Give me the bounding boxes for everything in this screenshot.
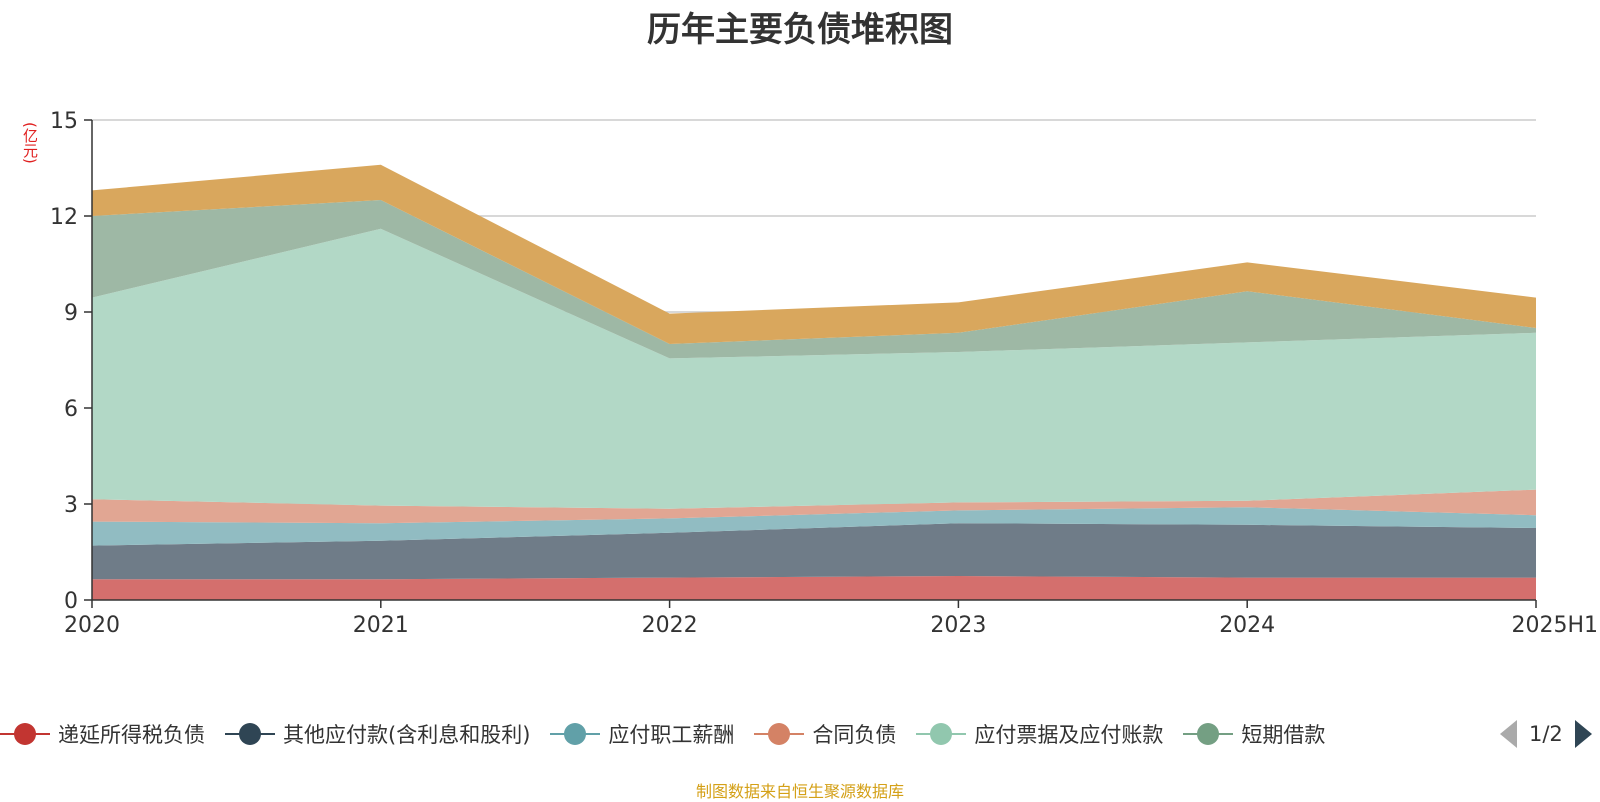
- legend-pager: 1/2: [1500, 716, 1592, 752]
- next-page-icon[interactable]: [1574, 720, 1592, 748]
- page-indicator: 1/2: [1529, 722, 1563, 746]
- legend-marker-icon: [916, 721, 967, 747]
- legend-marker-icon: [225, 721, 275, 747]
- chart-title: 历年主要负债堆积图: [647, 10, 953, 50]
- y-tick-label: 0: [64, 589, 78, 614]
- y-tick-label: 9: [64, 301, 78, 326]
- legend-item[interactable]: 合同负债: [754, 719, 896, 749]
- x-tick-label: 2021: [353, 613, 409, 638]
- legend-marker-icon: [1183, 721, 1234, 747]
- axes: 0 3 6 9 12 15 2020 2021 2022 2023 2024 2025H1: [50, 109, 1598, 638]
- x-tick-label: 2020: [64, 613, 120, 638]
- y-tick-label: 15: [50, 109, 78, 134]
- legend-label: 应付职工薪酬: [608, 723, 735, 747]
- y-tick-label: 3: [64, 493, 78, 518]
- x-tick-label: 2022: [642, 613, 698, 638]
- prev-page-icon[interactable]: [1500, 720, 1517, 748]
- y-tick-label: 6: [64, 397, 78, 422]
- y-tick-label: 12: [50, 205, 78, 230]
- legend-item[interactable]: 应付职工薪酬: [550, 719, 734, 749]
- legend-marker-icon: [754, 721, 805, 747]
- legend-label: 其他应付款(含利息和股利): [283, 723, 531, 747]
- legend-label: 短期借款: [1241, 723, 1326, 747]
- legend-marker-icon: [550, 721, 601, 747]
- x-tick-label: 2024: [1219, 613, 1275, 638]
- legend-label: 应付票据及应付账款: [974, 723, 1164, 747]
- legend-item[interactable]: 应付票据及应付账款: [916, 719, 1163, 749]
- legend-item[interactable]: 递延所得税负债: [0, 719, 205, 749]
- x-tick-label: 2025H1: [1511, 613, 1598, 638]
- area-series-2[interactable]: [92, 507, 1536, 546]
- source-note: 制图数据来自恒生聚源数据库: [695, 782, 904, 801]
- area-series-4[interactable]: [92, 228, 1536, 509]
- legend: 递延所得税负债 其他应付款(含利息和股利) 应付职工薪酬 合同负债 应付票据及应…: [0, 716, 1345, 752]
- area-series-0[interactable]: [92, 576, 1536, 600]
- x-tick-label: 2023: [930, 613, 986, 638]
- area-series-6[interactable]: [92, 164, 1536, 344]
- area-series-3[interactable]: [92, 489, 1536, 524]
- legend-marker-icon: [0, 721, 50, 747]
- area-series-5[interactable]: [92, 200, 1536, 359]
- legend-item[interactable]: 其他应付款(含利息和股利): [225, 719, 530, 749]
- legend-label: 合同负债: [812, 723, 897, 747]
- y-axis-unit: (亿元): [21, 122, 39, 164]
- legend-label: 递延所得税负债: [58, 723, 205, 747]
- area-series-1[interactable]: [92, 523, 1536, 580]
- area-series: [92, 164, 1536, 600]
- legend-item[interactable]: 短期借款: [1183, 719, 1325, 749]
